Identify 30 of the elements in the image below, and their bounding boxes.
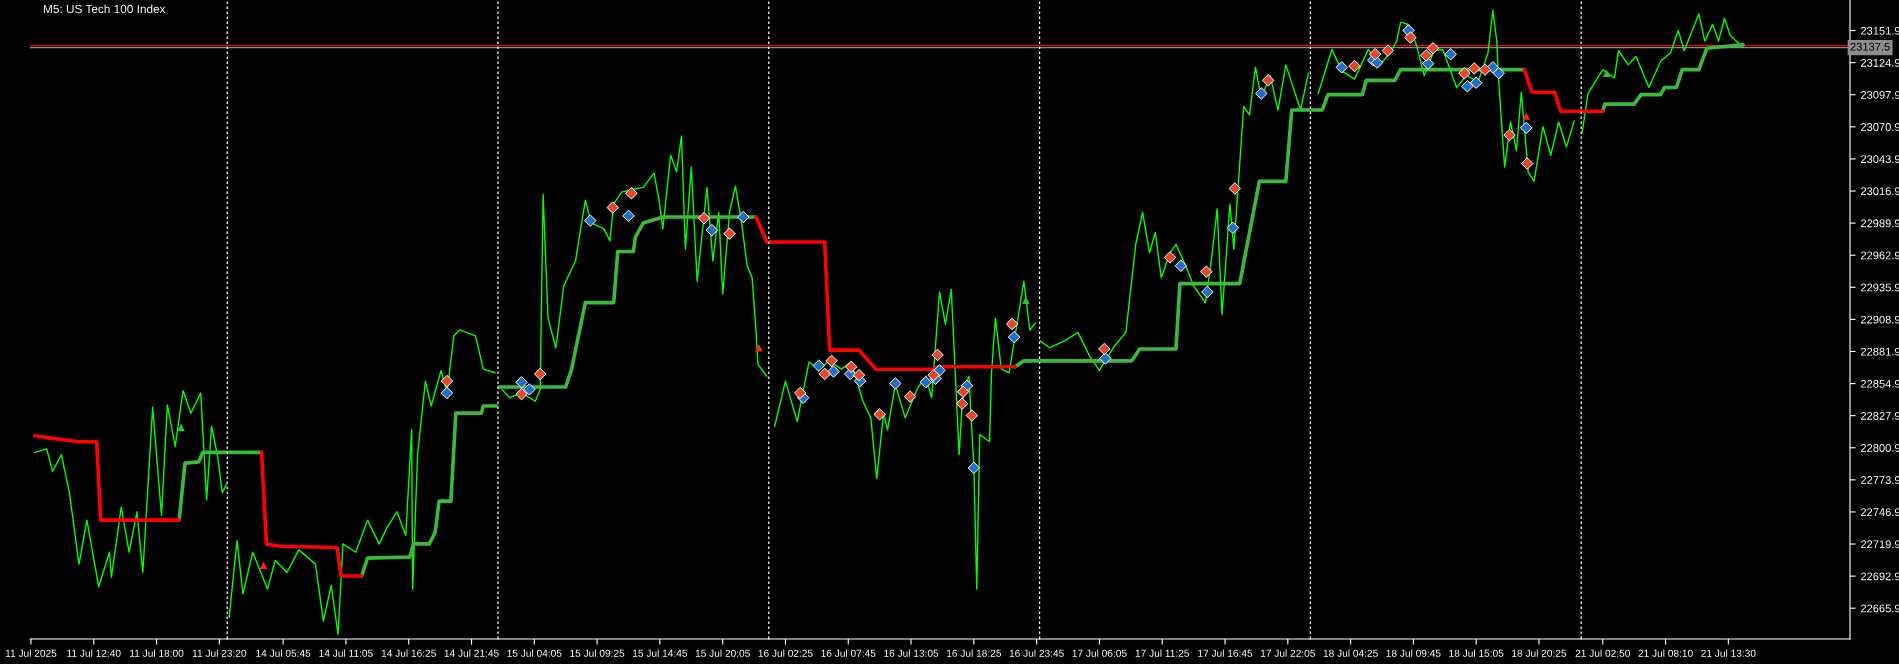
- x-tick-label: 15 Jul 09:25: [570, 649, 625, 657]
- x-tick-label: 16 Jul 13:05: [884, 649, 939, 657]
- x-tick-label: 16 Jul 02:25: [758, 649, 813, 657]
- x-tick-label: 14 Jul 16:25: [381, 649, 436, 657]
- x-tick-label: 14 Jul 21:45: [444, 649, 499, 657]
- x-tick-label: 21 Jul 02:50: [1575, 649, 1630, 657]
- x-tick-label: 11 Jul 12:40: [67, 649, 121, 657]
- chart-title: M5: US Tech 100 Index: [43, 4, 166, 14]
- x-tick-label: 18 Jul 15:05: [1449, 649, 1504, 657]
- x-tick-label: 17 Jul 06:05: [1072, 649, 1127, 657]
- x-tick-label: 18 Jul 20:25: [1512, 649, 1567, 657]
- x-tick-label: 11 Jul 2025: [5, 649, 57, 657]
- x-tick-label: 18 Jul 09:45: [1386, 649, 1441, 657]
- x-tick-label: 17 Jul 11:25: [1135, 649, 1190, 657]
- x-tick-label: 17 Jul 16:45: [1198, 649, 1253, 657]
- x-tick-label: 15 Jul 04:05: [507, 649, 562, 657]
- x-tick-label: 18 Jul 04:25: [1323, 649, 1378, 657]
- x-tick-label: 16 Jul 23:45: [1009, 649, 1064, 657]
- x-tick-label: 11 Jul 23:20: [192, 649, 247, 657]
- x-tick-label: 11 Jul 18:00: [130, 649, 184, 657]
- x-tick-label: 21 Jul 13:30: [1701, 649, 1756, 657]
- x-tick-label: 15 Jul 14:45: [633, 649, 688, 657]
- x-tick-label: 17 Jul 22:05: [1260, 649, 1316, 657]
- x-tick-label: 21 Jul 08:10: [1638, 649, 1693, 657]
- ref-line-label: 23137.5: [1850, 42, 1890, 51]
- x-tick-label: 16 Jul 07:45: [821, 649, 876, 657]
- x-tick-label: 16 Jul 18:25: [947, 649, 1002, 657]
- x-tick-label: 15 Jul 20:05: [695, 649, 750, 657]
- x-tick-label: 14 Jul 05:45: [256, 649, 311, 657]
- x-tick-label: 14 Jul 11:05: [319, 649, 373, 657]
